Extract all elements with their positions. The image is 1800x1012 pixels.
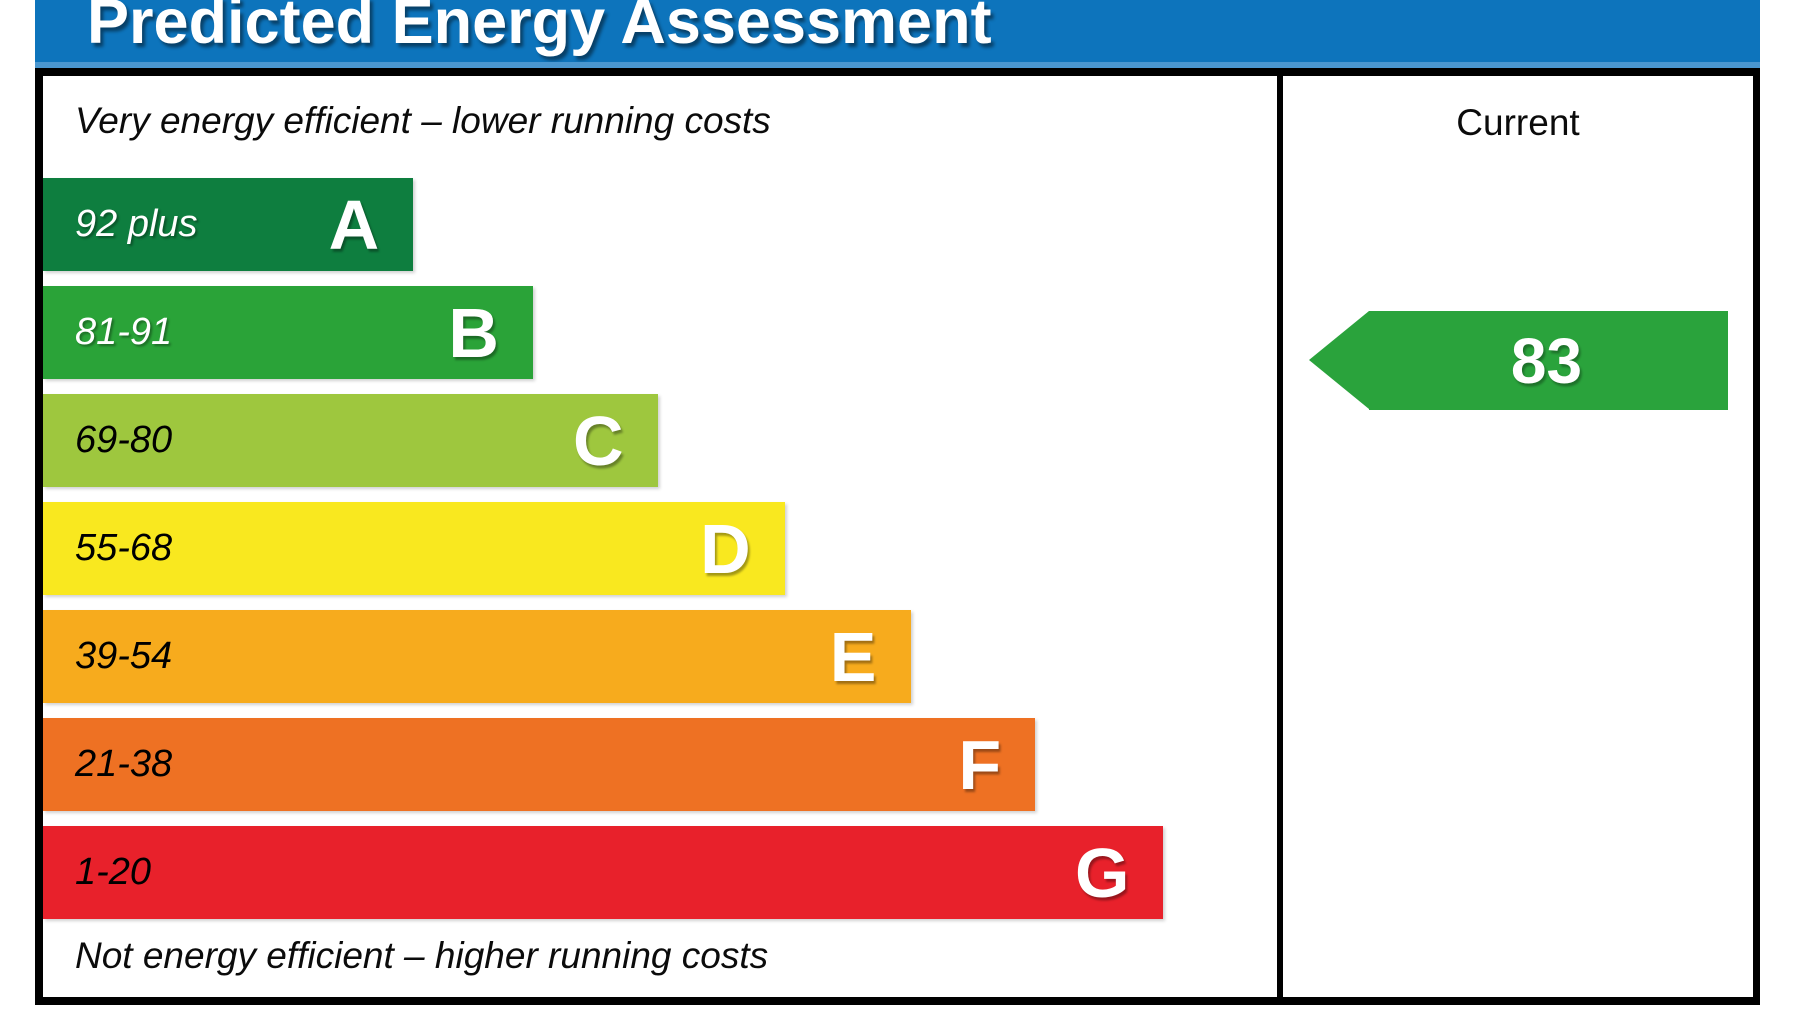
epc-band-row-D: 55-68 D — [43, 502, 785, 595]
epc-band-row-F: 21-38 F — [43, 718, 1036, 811]
arrow-body — [1369, 311, 1728, 410]
arrow-left-tip-icon — [1309, 311, 1369, 409]
epc-band-row-C: 69-80 C — [43, 394, 658, 487]
band-letter: E — [829, 617, 877, 696]
epc-sheet: Predicted Energy Assessment Very energy … — [35, 0, 1760, 1005]
band-range-label: 39-54 — [75, 635, 173, 677]
band-range-label: 81-91 — [75, 311, 173, 353]
band-letter: G — [1075, 833, 1130, 912]
band-range-label: 92 plus — [75, 203, 198, 245]
top-efficiency-note: Very energy efficient – lower running co… — [75, 100, 771, 141]
band-letter: A — [328, 185, 380, 264]
epc-band-row-G: 1-20 G — [43, 826, 1164, 919]
current-rating-arrow: 83 — [1309, 311, 1728, 410]
band-letter: D — [700, 509, 751, 588]
band-range-label: 69-80 — [75, 419, 173, 461]
band-letter: B — [448, 293, 499, 372]
epc-band-row-E: 39-54 E — [43, 610, 911, 703]
current-column-header: Current — [1456, 102, 1580, 143]
current-rating-value: 83 — [1510, 324, 1583, 397]
page-title: Predicted Energy Assessment — [87, 0, 992, 57]
epc-band-chart: 92 plus A 81-91 B 69-80 C 55-68 D 39-54 E 21-38 F 1-… — [43, 178, 1277, 919]
band-scale-panel: Very energy efficient – lower running co… — [43, 76, 1277, 997]
panel-divider — [1277, 76, 1283, 997]
title-banner: Predicted Energy Assessment — [35, 0, 1760, 68]
epc-band-row-A: 92 plus A — [43, 178, 414, 271]
band-letter: C — [572, 401, 624, 480]
band-range-label: 1-20 — [75, 851, 152, 893]
band-letter: F — [958, 725, 1002, 804]
epc-frame: Very energy efficient – lower running co… — [35, 68, 1760, 1005]
epc-band-row-B: 81-91 B — [43, 286, 533, 379]
current-rating-panel: Current 83 — [1283, 76, 1753, 997]
band-range-label: 21-38 — [75, 743, 173, 785]
band-range-label: 55-68 — [75, 527, 173, 569]
bottom-efficiency-note: Not energy efficient – higher running co… — [75, 935, 769, 976]
